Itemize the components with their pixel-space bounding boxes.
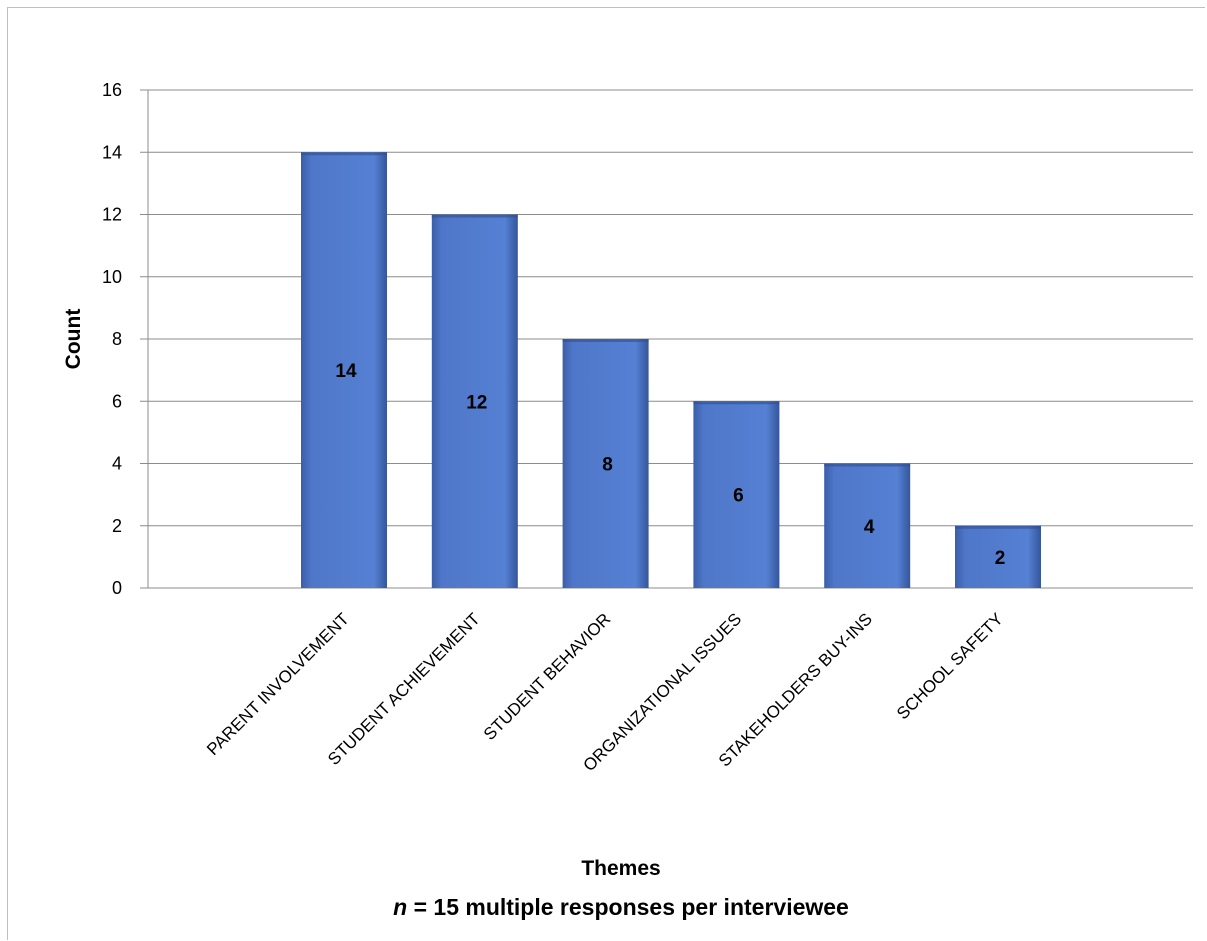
category-label-6: SCHOOL SAFETY	[893, 609, 1007, 723]
data-label-6: 2	[995, 548, 1006, 569]
category-label-5: STAKEHOLDERS BUY-INS	[715, 609, 876, 770]
bar-top-edge	[824, 463, 911, 467]
y-tick-label-2: 2	[112, 516, 122, 536]
bar-1	[301, 152, 387, 588]
bar-body	[301, 152, 387, 588]
bar-body	[693, 401, 780, 588]
y-tick-label-4: 4	[112, 454, 122, 474]
chart-note: n = 15 multiple responses per interviewe…	[393, 894, 849, 920]
bar-body	[955, 525, 1041, 588]
y-axis-title: Count	[62, 309, 85, 370]
data-label-3: 8	[602, 455, 613, 476]
chart-note-text: = 15 multiple responses per interviewee	[407, 894, 849, 920]
y-tick-label-8: 8	[112, 329, 122, 349]
bar-3	[562, 339, 649, 588]
bars	[301, 152, 1041, 588]
bar-6	[955, 525, 1041, 588]
y-tick-label-0: 0	[112, 578, 122, 598]
bar-4	[693, 401, 780, 588]
bar-data-labels: 14 12 8 6 4 2	[335, 361, 1005, 569]
bar-top-edge	[431, 214, 518, 218]
x-axis-title: Themes	[581, 857, 660, 880]
bar-top-edge	[955, 525, 1041, 529]
bar-body	[562, 339, 649, 588]
y-tick-labels: 0 2 4 6 8 10 12 14 16	[102, 80, 122, 598]
category-label-1: PARENT INVOLVEMENT	[203, 609, 353, 759]
gridlines	[140, 89, 1193, 589]
category-label-3: STUDENT BEHAVIOR	[480, 609, 615, 744]
y-tick-label-16: 16	[102, 80, 122, 100]
bar-top-edge	[301, 152, 387, 156]
bar-body	[824, 463, 911, 588]
bar-body	[431, 214, 518, 588]
bar-5	[824, 463, 911, 588]
data-label-4: 6	[733, 486, 744, 507]
y-tick-label-6: 6	[112, 391, 122, 411]
bar-2	[431, 214, 518, 588]
data-label-1: 14	[335, 361, 357, 382]
chart-note-variable: n	[393, 894, 407, 920]
bar-top-edge	[562, 339, 649, 342]
chart-frame	[7, 7, 1205, 940]
data-label-5: 4	[864, 517, 875, 538]
y-tick-label-14: 14	[102, 142, 122, 162]
y-tick-label-12: 12	[102, 205, 122, 225]
bar-top-edge	[693, 401, 780, 405]
y-tick-label-10: 10	[102, 267, 122, 287]
category-label-2: STUDENT ACHIEVEMENT	[324, 609, 483, 768]
data-label-2: 12	[466, 392, 487, 413]
